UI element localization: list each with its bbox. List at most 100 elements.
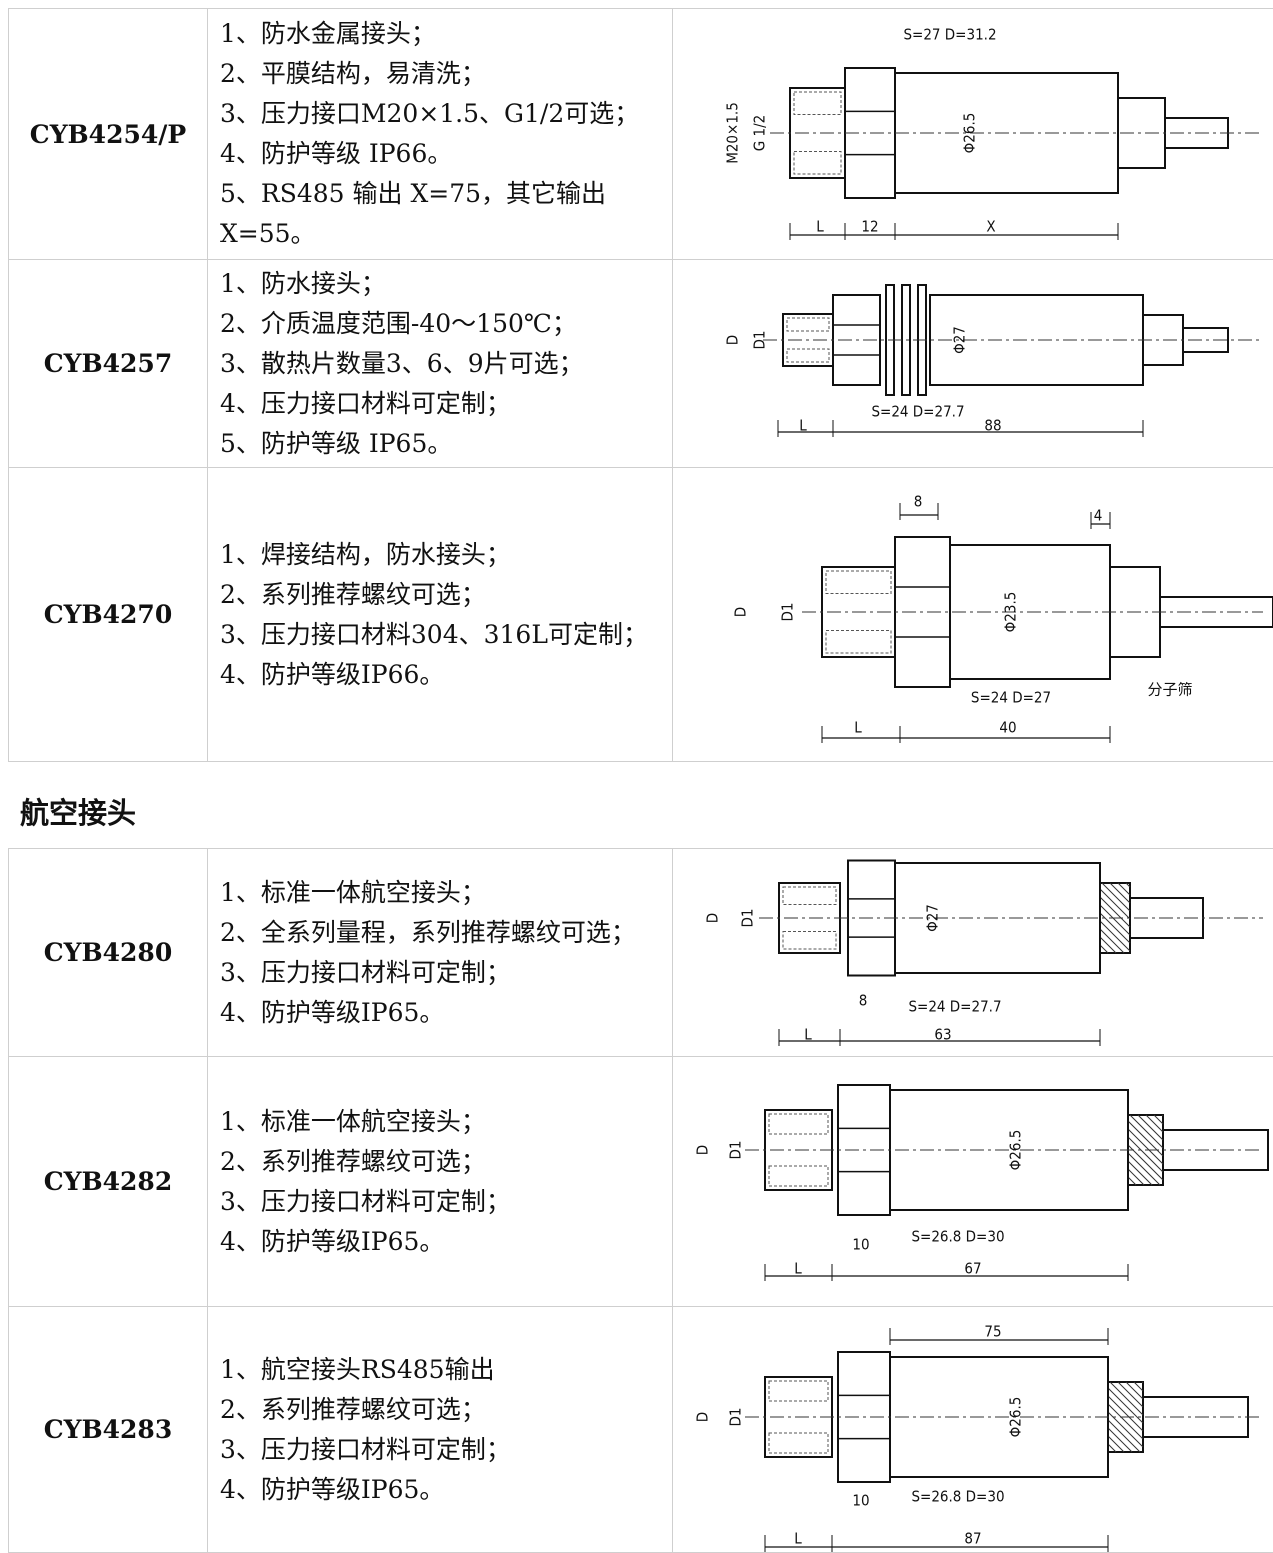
dimension-label: D1 <box>739 909 757 928</box>
dimension-label: 75 <box>984 1323 1001 1341</box>
dimension-label: G 1/2 <box>751 115 769 151</box>
hatch <box>1109 1381 1144 1416</box>
thread-hatch <box>768 1165 829 1187</box>
dimension-label: D <box>694 1145 712 1155</box>
hatch <box>1099 928 1125 954</box>
feature-line: 4、防护等级 IP66。 <box>220 139 453 168</box>
dimension-label: S=26.8 D=30 <box>911 1228 1004 1246</box>
hatch <box>1125 1381 1144 1400</box>
dimension-label: 10 <box>852 1236 869 1254</box>
drawing-cell: 8 4 D D1 Φ23.5 S=24 D=27 分子筛 L 40 <box>673 468 1273 762</box>
hatch <box>1107 1403 1144 1440</box>
dimension-label: S=24 D=27 <box>971 689 1051 707</box>
dimension-label: L <box>854 719 862 737</box>
model-cell: CYB4270 <box>8 468 208 762</box>
dimension-label: D1 <box>779 603 797 622</box>
drawing-cell: D D1 Φ27 8 S=24 D=27.7 L 63 <box>673 848 1273 1057</box>
feature-line: 3、压力接口材料可定制； <box>220 1434 511 1464</box>
drawing: S=27 D=31.2 M20×1.5 G 1/2 Φ26.5 L 12 X <box>724 26 1263 240</box>
hatch <box>1109 882 1131 904</box>
hatch <box>1133 1381 1144 1392</box>
drawing-cell: 75 D D1 Φ26.5 10 S=26.8 D=30 L 87 <box>673 1307 1273 1553</box>
dimension-label: Φ27 <box>924 904 942 932</box>
dimension-label: L <box>804 1026 812 1044</box>
dimension-label: Φ27 <box>951 326 969 354</box>
features-cell: 1、标准一体航空接头； 2、全系列量程，系列推荐螺纹可选； 3、压力接口材料可定制；… <box>208 848 673 1057</box>
feature-line: 3、散热片数量3、6、9片可选； <box>220 348 584 378</box>
feature-line: 3、压力接口材料可定制； <box>220 1186 511 1216</box>
dimension-label: 分子筛 <box>1147 681 1192 699</box>
hatch <box>1127 1144 1164 1181</box>
hatch <box>1099 904 1131 936</box>
hatch <box>1107 1427 1133 1453</box>
feature-line: 2、平膜结构，易清洗； <box>220 59 486 88</box>
hatch <box>1107 1387 1144 1424</box>
dimension-label: L <box>799 417 807 435</box>
hatch <box>1107 1419 1141 1453</box>
feature-line: 5、RS485 输出 X=75，其它输出 X=55。 <box>220 179 607 248</box>
feature-line: 2、介质温度范围-40～150℃； <box>220 308 577 338</box>
thread-hatch <box>793 91 842 115</box>
drawing-cell: S=27 D=31.2 M20×1.5 G 1/2 Φ26.5 L 12 X <box>673 8 1273 260</box>
hatch <box>1101 882 1131 912</box>
dimension-label: L <box>794 1530 802 1548</box>
feature-line: 4、防护等级IP65。 <box>220 1474 445 1504</box>
dimension-label: 87 <box>964 1530 981 1548</box>
dimension-label: X <box>986 218 995 236</box>
dimension-label: D1 <box>727 1408 745 1427</box>
features-cell: 1、防水接头； 2、介质温度范围-40～150℃； 3、散热片数量3、6、9片可选；… <box>208 260 673 468</box>
features-cell: 1、焊接结构，防水接头； 2、系列推荐螺纹可选； 3、压力接口材料304、316L可… <box>208 468 673 762</box>
hatch <box>1099 888 1131 920</box>
hatch <box>1107 1443 1117 1453</box>
dimension-label: Φ23.5 <box>1002 592 1020 633</box>
dimension-label: 88 <box>984 417 1001 435</box>
feature-line: 2、系列推荐螺纹可选； <box>220 1146 486 1176</box>
feature-line: 2、全系列量程，系列推荐螺纹可选； <box>220 917 636 947</box>
dimension-label: 8 <box>914 493 923 511</box>
feature-line: 3、压力接口材料304、316L可定制； <box>220 619 648 649</box>
feature-line: 1、航空接头RS485输出 <box>220 1354 495 1384</box>
hatch <box>1117 882 1131 896</box>
feature-line: 4、压力接口材料可定制； <box>220 388 511 418</box>
drawing: D D1 Φ27 8 S=24 D=27.7 L 63 <box>704 859 1263 1046</box>
features-cell: 1、防水金属接头； 2、平膜结构，易清洗； 3、压力接口M20×1.5、G1/2可选… <box>208 8 673 260</box>
model-cell: CYB4254/P <box>8 8 208 260</box>
model-cell: CYB4257 <box>8 260 208 468</box>
drawing-cell: D D1 Φ27 S=24 D=27.7 L 88 <box>673 260 1273 468</box>
feature-line: 1、防水金属接头； <box>220 19 436 48</box>
dimension-label: 10 <box>852 1492 869 1510</box>
feature-line: 2、系列推荐螺纹可选； <box>220 1394 486 1424</box>
dimension-label: 12 <box>861 218 878 236</box>
drawing: D D1 Φ26.5 10 S=26.8 D=30 L 67 <box>694 1084 1269 1281</box>
feature-line: 1、防水接头； <box>220 268 386 298</box>
dimension-label: D <box>694 1412 712 1422</box>
hatch <box>1141 1381 1144 1384</box>
dimension-label: S=27 D=31.2 <box>903 26 996 44</box>
hatch <box>1125 882 1131 888</box>
thread-hatch <box>768 1380 829 1402</box>
hatch <box>1129 1114 1164 1149</box>
feature-line: 3、压力接口材料可定制； <box>220 957 511 987</box>
thread-hatch <box>793 151 842 175</box>
dimension-label: 40 <box>999 719 1016 737</box>
hatch <box>1117 1381 1144 1408</box>
feature-line: 1、标准一体航空接头； <box>220 877 486 907</box>
dimension-label: D1 <box>727 1141 745 1160</box>
thread-hatch <box>768 1432 829 1454</box>
dimension-label: S=24 D=27.7 <box>871 403 964 421</box>
feature-line: 1、标准一体航空接头； <box>220 1106 486 1136</box>
dimension-label: M20×1.5 <box>724 102 742 164</box>
drawing: 8 4 D D1 Φ23.5 S=24 D=27 分子筛 L 40 <box>732 493 1273 743</box>
feature-line: 4、防护等级IP66。 <box>220 659 445 689</box>
thread-hatch <box>782 886 837 905</box>
dimension-label: 4 <box>1094 507 1103 525</box>
dimension-label: 63 <box>934 1026 951 1044</box>
hatch <box>1127 1136 1164 1173</box>
hatch <box>1127 1176 1137 1186</box>
drawing-cell: D D1 Φ26.5 10 S=26.8 D=30 L 67 <box>673 1057 1273 1307</box>
drawing: D D1 Φ27 S=24 D=27.7 L 88 <box>724 284 1263 437</box>
dimension-label: D1 <box>751 331 769 350</box>
hatch <box>1099 896 1131 928</box>
thread-hatch <box>786 317 830 332</box>
